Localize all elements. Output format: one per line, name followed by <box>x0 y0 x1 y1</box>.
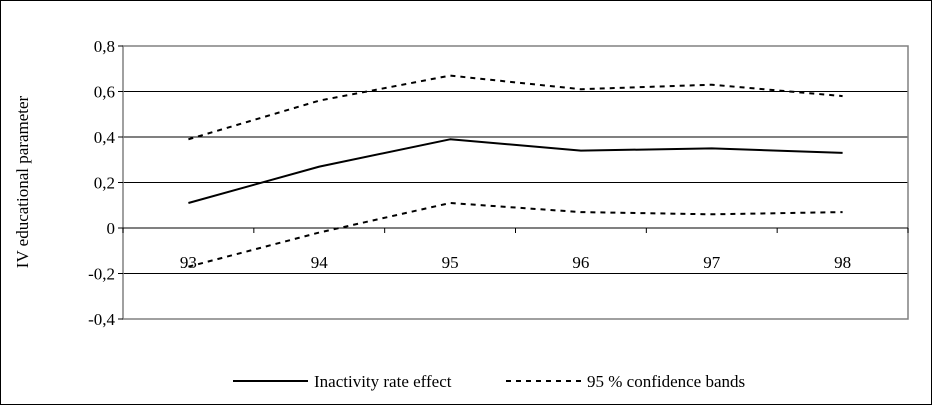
x-tick-label: 93 <box>180 253 197 272</box>
axes: 0,8 0,6 0,4 0,2 0 -0,2 -0,4 93 94 95 96 97 98 <box>88 37 909 329</box>
x-tick-label: 98 <box>834 253 851 272</box>
y-tick-label: -0,4 <box>88 310 115 329</box>
y-tick-label: 0,8 <box>94 37 115 56</box>
x-tick-label: 97 <box>703 253 721 272</box>
legend-dashed-label: 95 % confidence bands <box>587 372 745 391</box>
series-lines <box>188 74 843 268</box>
legend: Inactivity rate effect 95 % confidence b… <box>233 372 745 391</box>
y-tick-label: 0,4 <box>94 128 116 147</box>
y-axis-label: IV educational parameter <box>13 95 32 268</box>
legend-solid-label: Inactivity rate effect <box>314 372 452 391</box>
inactivity-rate-effect-line <box>188 138 843 204</box>
confidence-band-line <box>188 202 843 268</box>
x-tick-label: 96 <box>572 253 589 272</box>
y-tick-label: -0,2 <box>88 265 115 284</box>
y-tick-label: 0,6 <box>94 83 115 102</box>
x-tick-label: 94 <box>311 253 329 272</box>
gridlines <box>123 91 908 274</box>
y-tick-label: 0 <box>107 219 116 238</box>
x-tick-label: 95 <box>442 253 459 272</box>
y-tick-label: 0,2 <box>94 174 115 193</box>
confidence-band-line <box>188 74 843 141</box>
